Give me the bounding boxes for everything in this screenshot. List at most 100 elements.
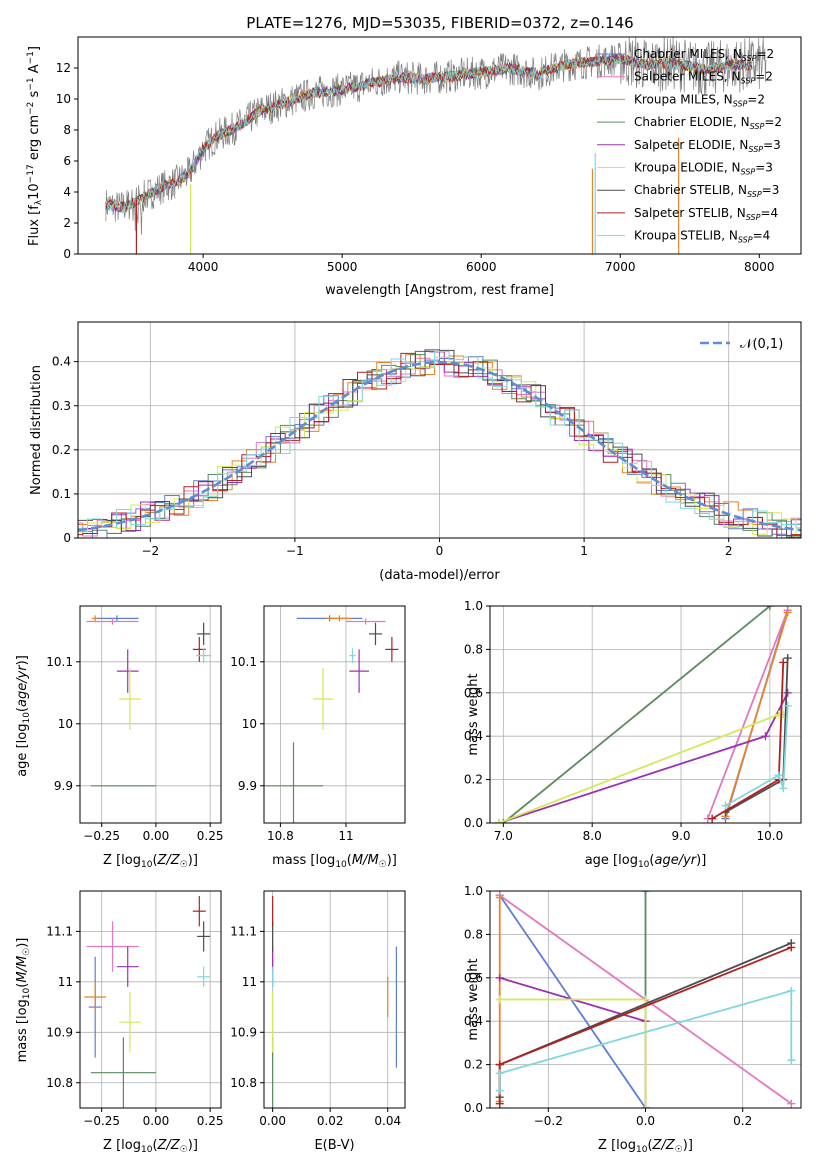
weight-line-0 (498, 894, 647, 1108)
hist-series-6 (78, 349, 801, 538)
data-spectrum-line (105, 37, 767, 236)
weight-marker-8 (787, 1056, 796, 1065)
weight-marker-7 (495, 1060, 504, 1069)
y-tick-label: 10.9 (230, 1025, 257, 1039)
legend-label: Chabrier ELODIE, NSSP=2 (634, 115, 782, 131)
mass_vs_ebv-points (272, 896, 397, 1108)
weight_vs_age-xlabel: age [log10(age/yr)] (585, 853, 707, 870)
y-tick-label: 10.9 (46, 1025, 73, 1039)
y-tick-label: 9.9 (54, 779, 73, 793)
x-tick-label: 0.02 (317, 1114, 344, 1128)
spectrum-legend: Chabrier MILES, NSSP=2 Salpeter MILES, NS… (597, 47, 782, 245)
x-tick-label: −0.25 (83, 829, 120, 843)
y-tick-label: 1.0 (464, 599, 483, 613)
age_vs_mass-points (264, 615, 399, 823)
y-tick-label: 0.0 (464, 816, 483, 830)
weight_vs_Z-lines (495, 891, 796, 1108)
mass_vs_Z-points (84, 896, 211, 1108)
y-tick-label: 10.1 (46, 655, 73, 669)
hist-series-8 (78, 351, 801, 529)
legend-label: Salpeter ELODIE, NSSP=3 (634, 138, 781, 154)
spectrum-xlabel: wavelength [Angstrom, rest frame] (325, 283, 554, 298)
weight_vs_age-lines (494, 606, 792, 823)
legend-label: Chabrier STELIB, NSSP=3 (634, 183, 779, 199)
spectrum-frame (77, 36, 802, 255)
x-tick-label: −0.25 (83, 1114, 120, 1128)
legend-label: Chabrier MILES, NSSP=2 (634, 47, 774, 63)
hist-series-2 (78, 354, 801, 538)
weight-line-2 (724, 612, 789, 817)
weight-marker-7 (708, 814, 717, 823)
weight-line-4 (499, 976, 647, 1108)
residuals-axes: −2 −1 0 1 2 0 0.1 0.2 0.3 0.4 (52, 322, 801, 558)
weight_vs_age-ylabel: mass weight (466, 673, 481, 755)
y-tick-label: 0.2 (464, 1058, 483, 1072)
x-tick-label: −0.2 (534, 1114, 563, 1128)
y-tick-label: 8 (63, 123, 71, 137)
weight_vs_age-frame (489, 605, 802, 824)
y-tick-label: 10.8 (230, 1076, 257, 1090)
y-tick-label: 0.2 (52, 443, 71, 457)
x-tick-label: 0.25 (197, 1114, 224, 1128)
weight-marker-8 (783, 701, 792, 710)
figure-title: PLATE=1276, MJD=53035, FIBERID=0372, z=0… (246, 14, 633, 32)
y-tick-label: 11 (242, 975, 257, 989)
x-tick-label: 0.00 (143, 829, 170, 843)
x-tick-label: 0.04 (374, 1114, 401, 1128)
y-tick-label: 9.9 (238, 779, 257, 793)
weight-marker-5 (641, 1104, 650, 1108)
x-tick-label: 8.0 (583, 829, 602, 843)
y-tick-label: 6 (63, 154, 71, 168)
weight-marker-8 (774, 771, 783, 780)
weight-line-8 (725, 705, 789, 807)
legend-label: Salpeter MILES, NSSP=2 (634, 70, 773, 86)
age_vs_mass-xlabel: mass [log10(M/M☉)] (272, 853, 397, 870)
residuals-xlabel: (data-model)/error (379, 568, 500, 583)
weight-marker-7 (495, 1099, 504, 1108)
weight-marker-3 (641, 891, 650, 895)
age_vs_Z-xlabel: Z [log10(Z/Z☉)] (103, 853, 198, 870)
mass_vs_Z-frame (79, 890, 222, 1109)
age_vs_mass-frame (263, 605, 406, 824)
x-tick-label: 0.00 (259, 1114, 286, 1128)
x-tick-label: 5000 (327, 260, 358, 274)
hist-lines (78, 349, 801, 538)
spectrum-ylabel: Flux [fλ10−17 erg cm−2 s−1 A−1] (26, 46, 44, 246)
residuals-frame (77, 321, 802, 539)
y-tick-label: 10.8 (46, 1076, 73, 1090)
legend-label: Kroupa ELODIE, NSSP=3 (634, 161, 773, 177)
weight-marker-7 (779, 658, 788, 667)
legend-label: Salpeter STELIB, NSSP=4 (634, 206, 778, 222)
y-tick-label: 10 (56, 92, 71, 106)
x-tick-label: 2 (725, 544, 733, 558)
y-tick-label: 0.4 (464, 729, 483, 743)
y-tick-label: 12 (56, 61, 71, 75)
y-tick-label: 10 (58, 717, 73, 731)
mass_vs_ebv-axes: 0.00 0.02 0.04 10.8 10.9 11 11.1 (230, 891, 405, 1128)
weight-marker-8 (495, 1086, 504, 1095)
weight-marker-4 (495, 973, 504, 982)
x-tick-label: 0.00 (143, 1114, 170, 1128)
legend-label: Kroupa MILES, NSSP=2 (634, 92, 765, 108)
y-tick-label: 2 (63, 216, 71, 230)
y-tick-label: 0.0 (464, 1101, 483, 1115)
weight-line-1 (706, 610, 789, 819)
weight-marker-8 (721, 801, 730, 810)
weight-marker-2 (495, 893, 504, 902)
y-tick-label: 0.4 (52, 355, 71, 369)
weight-marker-8 (779, 784, 788, 793)
weight-marker-5 (494, 819, 503, 823)
x-tick-label: 6000 (466, 260, 497, 274)
normal-curve (78, 360, 801, 532)
y-tick-label: 0.1 (52, 487, 71, 501)
x-tick-label: 10.0 (757, 829, 784, 843)
hist-series-7 (78, 352, 801, 538)
legend-label: 𝒩(0,1) (740, 337, 783, 352)
weight-marker-8 (787, 986, 796, 995)
weight_vs_Z-ylabel: mass weight (466, 958, 481, 1040)
x-tick-label: 0 (436, 544, 444, 558)
weight-marker-6 (783, 654, 792, 663)
model-line-7 (105, 52, 753, 212)
mass_vs_Z-axes: −0.25 0.00 0.25 10.8 10.9 11 11.1 (46, 891, 224, 1128)
